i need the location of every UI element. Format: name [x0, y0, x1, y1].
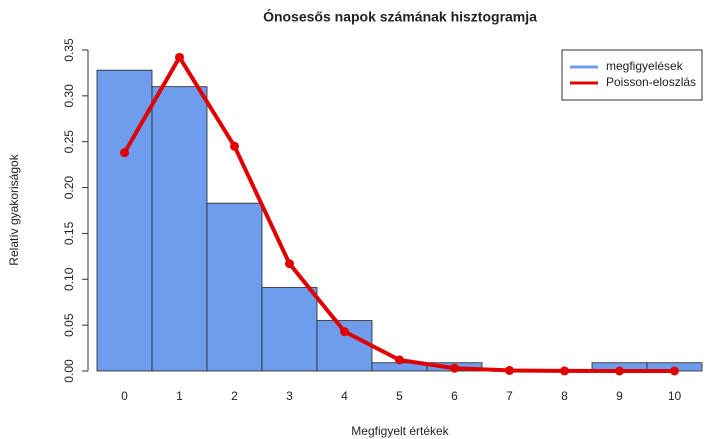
x-tick-label: 4 [341, 389, 348, 403]
x-tick-label: 0 [121, 389, 128, 403]
point [120, 148, 129, 158]
x-tick-label: 10 [668, 389, 682, 403]
x-tick-label: 1 [176, 389, 183, 403]
y-tick-label: 0.25 [62, 130, 76, 154]
legend-label: Poisson-eloszlás [606, 75, 696, 89]
point [615, 366, 624, 376]
x-tick-label: 6 [451, 389, 458, 403]
bar [151, 86, 208, 372]
y-tick-label: 0.20 [62, 176, 76, 200]
x-tick-label: 5 [396, 389, 403, 403]
x-tick-label: 3 [286, 389, 293, 403]
y-tick-label: 0.30 [62, 84, 76, 108]
y-tick-label: 0.05 [62, 313, 76, 337]
x-tick-label: 9 [616, 389, 623, 403]
bar [96, 69, 153, 372]
point [285, 259, 294, 269]
legend-box [561, 49, 703, 101]
bar [206, 202, 263, 372]
x-axis-label: Megfigyelt értékek [351, 424, 449, 438]
y-axis-label: Relatív gyakoriságok [7, 153, 21, 265]
point [230, 141, 239, 151]
point [560, 366, 569, 376]
point [450, 363, 459, 373]
legend-label: megfigyelések [606, 59, 684, 73]
y-tick-label: 0.35 [62, 38, 76, 62]
point [340, 327, 349, 337]
bar [261, 287, 318, 372]
point [175, 52, 184, 62]
x-tick-label: 8 [561, 389, 568, 403]
x-tick-label: 2 [231, 389, 238, 403]
chart-title: Ónosesős napok számának hisztogramja [263, 8, 537, 25]
x-tick-label: 7 [506, 389, 513, 403]
y-tick-label: 0.15 [62, 221, 76, 245]
point [505, 365, 514, 375]
point [395, 355, 404, 365]
y-tick-label: 0.10 [62, 267, 76, 291]
y-tick-label: 0.00 [62, 359, 76, 383]
point [670, 366, 679, 376]
